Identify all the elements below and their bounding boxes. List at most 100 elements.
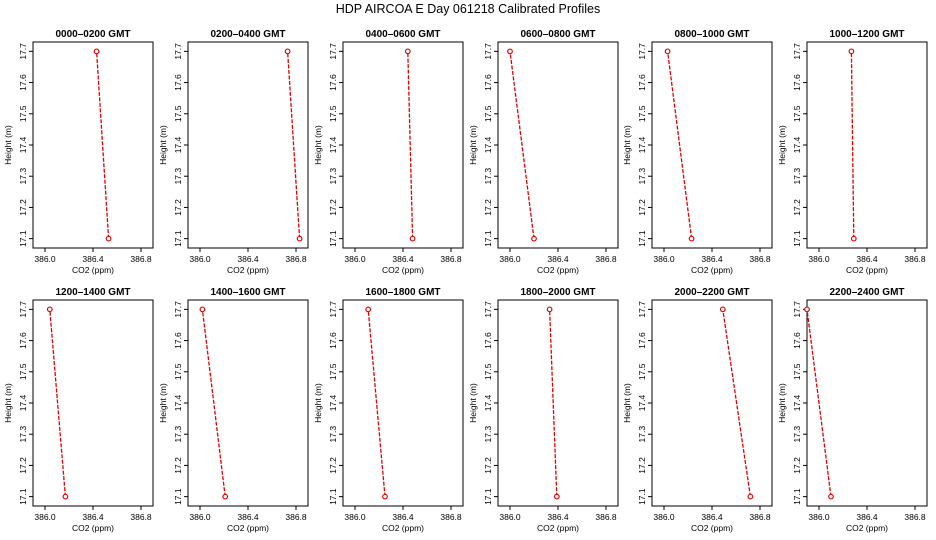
y-tick-label: 17.6 <box>173 332 183 349</box>
data-point <box>688 235 695 242</box>
y-axis-label: Height (m) <box>3 125 13 165</box>
panel-title: 1000–1200 GMT <box>829 29 904 40</box>
y-axis-label: Height (m) <box>3 383 13 423</box>
y-tick-label: 17.1 <box>637 230 647 247</box>
x-axis-label: CO2 (ppm) <box>537 265 579 275</box>
x-tick-label: 386.8 <box>130 512 152 522</box>
panel-title: 0400–0600 GMT <box>365 29 440 40</box>
profile-line <box>548 309 558 497</box>
y-tick-label: 17.4 <box>792 394 802 411</box>
x-tick-label: 386.0 <box>344 254 366 264</box>
y-tick-label: 17.2 <box>173 457 183 474</box>
y-axis-label: Height (m) <box>468 125 478 165</box>
y-tick-label: 17.2 <box>173 199 183 216</box>
y-tick-label: 17.6 <box>173 74 183 91</box>
x-tick-label: 386.4 <box>237 254 259 264</box>
data-point <box>296 235 303 242</box>
y-tick-label: 17.6 <box>637 332 647 349</box>
x-tick-label: 386.0 <box>808 512 830 522</box>
data-point <box>507 48 513 55</box>
plot-frame <box>497 41 619 249</box>
x-tick-label: 386.4 <box>82 254 104 264</box>
panel-title: 2000–2200 GMT <box>674 287 749 298</box>
plot-frame <box>342 299 464 507</box>
panel-title: 0000–0200 GMT <box>55 29 130 40</box>
plot-frame <box>806 299 928 507</box>
x-axis-label: CO2 (ppm) <box>227 265 269 275</box>
y-tick-label: 17.5 <box>637 363 647 380</box>
data-point <box>93 48 100 55</box>
y-tick-label: 17.1 <box>18 488 28 505</box>
y-tick-label: 17.4 <box>483 394 493 411</box>
y-tick-label: 17.7 <box>18 43 28 60</box>
x-tick-label: 386.4 <box>856 512 878 522</box>
y-tick-label: 17.7 <box>173 43 183 60</box>
plot-frame <box>187 41 309 249</box>
y-tick-label: 17.1 <box>328 230 338 247</box>
x-tick-label: 386.0 <box>499 254 521 264</box>
y-tick-label: 17.4 <box>173 136 183 153</box>
x-axis-label: CO2 (ppm) <box>691 523 733 533</box>
y-tick-label: 17.7 <box>328 301 338 318</box>
plot-frame <box>497 299 619 507</box>
y-tick-label: 17.5 <box>173 363 183 380</box>
x-tick-label: 386.0 <box>653 254 675 264</box>
profile-line <box>806 309 832 497</box>
y-tick-label: 17.1 <box>173 230 183 247</box>
panel-title: 2200–2400 GMT <box>829 287 904 298</box>
y-tick-label: 17.4 <box>328 136 338 153</box>
y-tick-label: 17.2 <box>18 457 28 474</box>
plot-frame <box>806 41 928 249</box>
panel-6: 1000–1200 GMT 386.0 386.4 386.8 17.1 17.2 17.3… <box>777 29 928 275</box>
y-tick-label: 17.1 <box>173 488 183 505</box>
panel-3: 0400–0600 GMT 386.0 386.4 386.8 17.1 17.2 17.3… <box>313 29 464 275</box>
x-tick-label: 386.0 <box>808 254 830 264</box>
profile-line <box>201 309 226 497</box>
data-point <box>365 306 372 313</box>
panel-8: 1400–1600 GMT 386.0 386.4 386.8 17.1 17.2 17.3… <box>158 287 309 533</box>
x-tick-label: 386.8 <box>749 512 771 522</box>
y-tick-label: 17.5 <box>18 363 28 380</box>
y-tick-label: 17.3 <box>328 426 338 443</box>
profile-line <box>850 51 855 239</box>
plot-frame <box>32 41 154 249</box>
x-tick-label: 386.8 <box>285 254 307 264</box>
y-tick-label: 17.4 <box>328 394 338 411</box>
y-tick-label: 17.6 <box>637 74 647 91</box>
panel-title: 0600–0800 GMT <box>520 29 595 40</box>
y-tick-label: 17.2 <box>18 199 28 216</box>
y-tick-label: 17.2 <box>483 199 493 216</box>
data-point <box>382 493 388 500</box>
x-tick-label: 386.0 <box>189 512 211 522</box>
x-tick-label: 386.0 <box>189 254 211 264</box>
data-point <box>284 48 291 55</box>
profile-line <box>367 309 386 497</box>
data-point <box>664 48 671 55</box>
x-axis-label: CO2 (ppm) <box>72 523 114 533</box>
y-tick-label: 17.3 <box>637 426 647 443</box>
y-tick-label: 17.7 <box>483 301 493 318</box>
y-tick-label: 17.6 <box>792 74 802 91</box>
y-tick-label: 17.2 <box>328 457 338 474</box>
panel-title: 0200–0400 GMT <box>210 29 285 40</box>
x-tick-label: 386.8 <box>130 254 152 264</box>
y-axis-label: Height (m) <box>313 383 323 423</box>
x-tick-label: 386.4 <box>701 512 723 522</box>
panel-7: 1200–1400 GMT 386.0 386.4 386.8 17.1 17.2 17.3… <box>3 287 154 533</box>
x-tick-label: 386.0 <box>344 512 366 522</box>
profile-line <box>666 51 693 239</box>
y-tick-label: 17.5 <box>328 363 338 380</box>
y-tick-label: 17.5 <box>792 105 802 122</box>
x-axis-label: CO2 (ppm) <box>72 265 114 275</box>
data-point <box>719 306 726 313</box>
figure-title: HDP AIRCOA E Day 061218 Calibrated Profi… <box>336 2 600 16</box>
data-point <box>105 235 112 242</box>
y-tick-label: 17.4 <box>637 394 647 411</box>
y-tick-label: 17.4 <box>792 136 802 153</box>
y-tick-label: 17.1 <box>328 488 338 505</box>
panel-title: 0800–1000 GMT <box>674 29 749 40</box>
profile-line <box>509 51 535 239</box>
data-point <box>409 235 416 242</box>
data-point <box>850 235 857 242</box>
